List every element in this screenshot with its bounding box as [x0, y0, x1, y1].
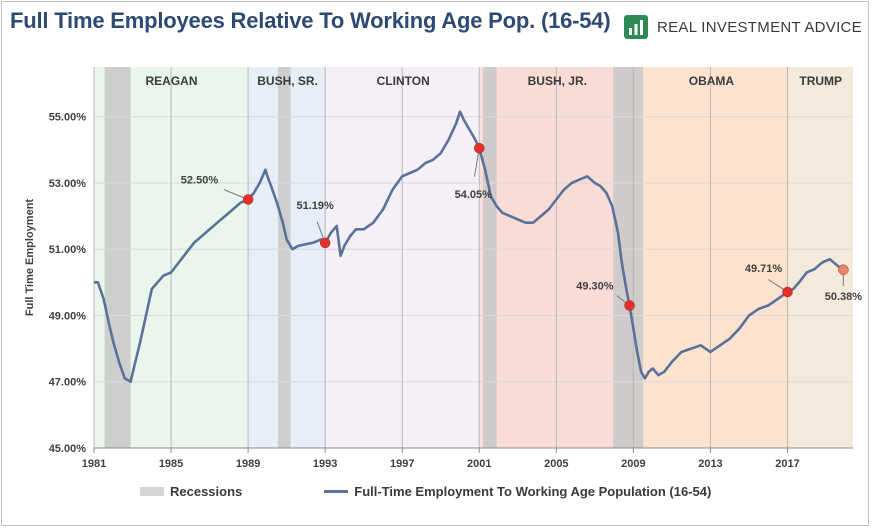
chart-legend: Recessions Full-Time Employment To Worki…: [140, 484, 711, 499]
x-tick-label: 1997: [390, 458, 414, 470]
x-tick-label: 2009: [621, 458, 645, 470]
legend-swatch-series: [324, 490, 349, 493]
data-point-marker: [474, 142, 485, 154]
data-point-marker: [319, 237, 331, 249]
data-label: 54.05%: [455, 189, 493, 201]
presidency-label: CLINTON: [377, 74, 430, 88]
presidency-label: OBAMA: [689, 74, 735, 88]
legend-item-recessions: Recessions: [140, 484, 242, 499]
presidency-label: TRUMP: [799, 74, 842, 88]
data-label: 49.30%: [576, 281, 614, 293]
data-label: 51.19%: [297, 200, 335, 212]
x-tick-label: 1993: [313, 458, 337, 470]
recession-bar-1: [277, 67, 291, 448]
presidency-label: BUSH, JR.: [528, 74, 587, 88]
x-tick-label: 1989: [236, 458, 260, 470]
x-tick-label: 1981: [82, 458, 106, 470]
y-tick-label: 45.00%: [49, 443, 87, 455]
presidency-band-3: [480, 67, 635, 448]
series-line-0: [94, 110, 845, 383]
y-tick-label: 51.00%: [49, 244, 87, 256]
y-tick-label: 53.00%: [49, 178, 87, 190]
legend-label-recessions: Recessions: [170, 484, 243, 499]
presidency-label: BUSH, SR.: [257, 74, 318, 88]
brand-name: REAL INVESTMENT ADVICE: [657, 18, 862, 36]
x-tick-label: 1985: [159, 458, 183, 470]
data-point-marker: [624, 300, 635, 311]
legend-item-series: Full-Time Employment To Working Age Popu…: [324, 484, 711, 499]
x-tick-label: 2013: [698, 458, 722, 470]
y-axis-label: Full Time Employment: [24, 199, 36, 316]
recession-bar-0: [104, 67, 131, 448]
x-tick-label: 2017: [775, 458, 799, 470]
data-point-marker: [838, 264, 849, 276]
presidency-band-2: [326, 67, 481, 448]
y-tick-label: 55.00%: [49, 112, 87, 124]
legend-label-series: Full-Time Employment To Working Age Popu…: [354, 484, 712, 499]
data-point-marker: [782, 286, 793, 298]
x-tick-label: 2001: [467, 458, 491, 470]
legend-swatch-recessions: [140, 487, 164, 496]
data-label: 50.38%: [825, 291, 863, 303]
data-label: 49.71%: [745, 263, 783, 275]
x-tick-label: 2005: [544, 458, 568, 470]
data-point-marker: [242, 194, 254, 205]
brand-logo: REAL INVESTMENT ADVICE: [623, 12, 862, 42]
recession-bar-3: [613, 67, 644, 448]
presidency-label: REAGAN: [146, 74, 198, 88]
chart-title: Full Time Employees Relative To Working …: [10, 8, 611, 33]
data-label: 52.50%: [181, 175, 219, 187]
y-tick-label: 47.00%: [49, 377, 87, 389]
chart-logo-icon: [624, 15, 648, 39]
y-tick-label: 49.00%: [49, 310, 87, 322]
presidency-band-4: [634, 67, 789, 448]
presidency-band-5: [788, 67, 853, 448]
recession-bar-2: [483, 67, 497, 448]
